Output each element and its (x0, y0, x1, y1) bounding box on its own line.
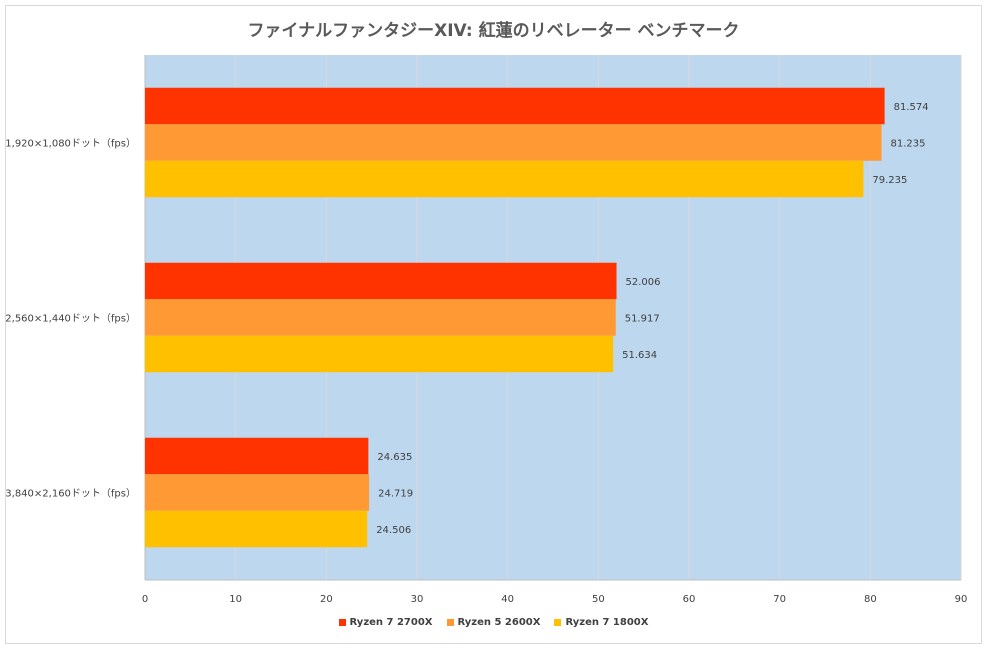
data-label: 51.634 (622, 350, 657, 361)
bar (145, 299, 616, 336)
legend-label: Ryzen 7 1800X (565, 617, 649, 628)
legend-item: Ryzen 5 2600X (446, 617, 541, 628)
x-tick-label: 90 (955, 594, 968, 605)
legend-swatch (554, 619, 562, 626)
legend-item: Ryzen 7 1800X (554, 617, 648, 628)
x-tick-label: 0 (142, 594, 148, 605)
legend-label: Ryzen 5 2600X (457, 617, 541, 628)
bar (145, 87, 885, 125)
legend-swatch (338, 619, 346, 626)
category-label: 3,840×2,160ドット（fps） (5, 488, 136, 500)
x-tick-label: 80 (864, 594, 877, 605)
data-label: 24.635 (377, 452, 412, 463)
data-label: 79.235 (872, 175, 907, 186)
bar (145, 510, 368, 548)
data-label: 24.719 (378, 489, 413, 500)
legend-label: Ryzen 7 2700X (349, 617, 433, 628)
data-label: 81.574 (894, 102, 929, 113)
chart-title: ファイナルファンタジーXIV: 紅蓮のリベレーター ベンチマーク (247, 21, 740, 41)
bar (145, 160, 864, 198)
x-tick-label: 70 (773, 594, 786, 605)
x-tick-label: 60 (683, 594, 696, 605)
data-label: 51.917 (625, 314, 660, 325)
x-tick-label: 20 (320, 594, 333, 605)
bar (145, 335, 614, 373)
bar (145, 437, 369, 475)
x-tick-label: 40 (501, 594, 514, 605)
x-tick-label: 30 (411, 594, 424, 605)
data-label: 81.235 (891, 139, 926, 150)
x-tick-label: 10 (229, 594, 242, 605)
bar (145, 474, 370, 511)
category-label: 1,920×1,080ドット（fps） (5, 138, 136, 150)
bar (145, 124, 882, 161)
x-tick-label: 50 (592, 594, 605, 605)
legend-swatch (446, 619, 454, 626)
category-label: 2,560×1,440ドット（fps） (5, 313, 136, 325)
legend-item: Ryzen 7 2700X (338, 617, 433, 628)
data-label: 52.006 (626, 277, 661, 288)
bar (145, 262, 617, 300)
data-label: 24.506 (376, 525, 411, 536)
chart-legend: Ryzen 7 2700X Ryzen 5 2600X Ryzen 7 1800X (0, 617, 987, 628)
